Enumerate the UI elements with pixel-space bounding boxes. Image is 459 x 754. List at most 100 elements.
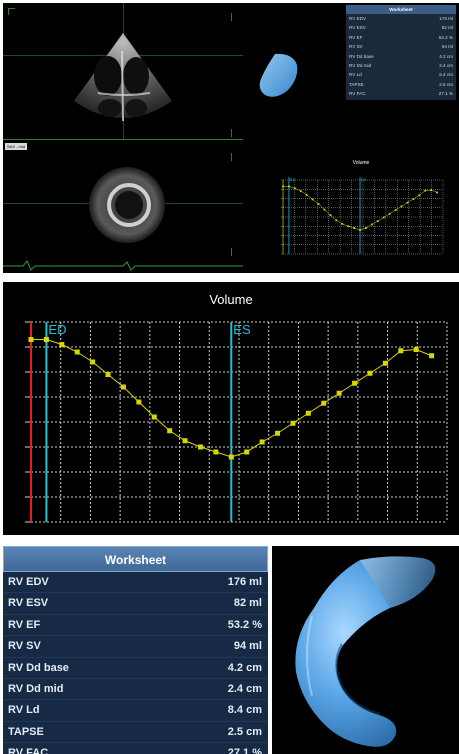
- apical-4-chamber-view[interactable]: [68, 31, 178, 131]
- data-point[interactable]: [299, 190, 302, 192]
- worksheet-row: RV SV 94 ml: [346, 42, 456, 51]
- worksheet-row-label: RV Ld: [8, 704, 40, 717]
- data-point[interactable]: [347, 225, 350, 228]
- data-point[interactable]: [359, 229, 361, 231]
- data-point[interactable]: [59, 342, 65, 347]
- worksheet-rows: RV EDV 176 ml RV ESV 82 ml RV EF 53.2 % RV SV 9…: [3, 572, 268, 754]
- data-point[interactable]: [136, 399, 142, 405]
- volume-chart-panel: Volume ED ES: [3, 282, 459, 535]
- data-point[interactable]: [353, 227, 356, 229]
- data-point[interactable]: [90, 359, 96, 365]
- data-point[interactable]: [259, 439, 265, 445]
- worksheet-row-value: 8.4 cm: [227, 704, 262, 717]
- data-point[interactable]: [290, 420, 296, 426]
- volume-chart[interactable]: ED ES: [3, 282, 459, 535]
- data-point[interactable]: [305, 193, 308, 196]
- worksheet-row-label: RV SV: [8, 640, 41, 653]
- mini-3d-model[interactable]: [253, 51, 301, 101]
- data-point[interactable]: [28, 337, 34, 342]
- data-point[interactable]: [367, 370, 373, 376]
- worksheet-row-value: 8.4 cm: [439, 72, 453, 78]
- data-point[interactable]: [167, 428, 173, 434]
- data-point[interactable]: [321, 400, 327, 406]
- data-point[interactable]: [182, 438, 188, 444]
- worksheet-row-value: 82 ml: [233, 597, 262, 610]
- data-point[interactable]: [394, 209, 397, 211]
- mini-worksheet-title: Worksheet: [346, 5, 456, 14]
- data-point[interactable]: [370, 223, 373, 226]
- data-point[interactable]: [341, 223, 344, 225]
- data-point[interactable]: [329, 214, 332, 217]
- worksheet-row: RV EF 53.2 %: [346, 33, 456, 42]
- worksheet-row: RV Dd base 4.2 cm: [3, 658, 268, 679]
- worksheet-row-value: 94 ml: [233, 640, 262, 653]
- worksheet-row: RV EDV 176 ml: [346, 14, 456, 23]
- worksheet-row-label: RV EF: [349, 34, 363, 40]
- worksheet-row: RV ESV 82 ml: [3, 593, 268, 615]
- data-point[interactable]: [105, 372, 111, 377]
- data-point[interactable]: [382, 216, 385, 219]
- data-point[interactable]: [43, 337, 49, 342]
- overview-panel: SAX - mid Worksheet RV EDV 176 ml RV ESV 82…: [3, 3, 459, 273]
- data-point[interactable]: [335, 219, 338, 222]
- data-point[interactable]: [429, 353, 435, 359]
- data-point[interactable]: [293, 187, 296, 190]
- data-point[interactable]: [398, 348, 404, 354]
- mini-volume-chart[interactable]: ED ES: [273, 170, 449, 258]
- data-point[interactable]: [197, 444, 203, 450]
- data-point[interactable]: [151, 414, 157, 420]
- worksheet-row-label: RV ESV: [349, 25, 366, 31]
- data-point[interactable]: [336, 390, 342, 396]
- data-point[interactable]: [436, 191, 438, 194]
- data-point[interactable]: [74, 349, 80, 355]
- viewport-border: [231, 13, 232, 21]
- data-point[interactable]: [282, 185, 284, 188]
- data-point[interactable]: [120, 384, 126, 390]
- worksheet-row-label: RV Dd mid: [8, 682, 64, 695]
- worksheet-row: RV Dd mid 2.4 cm: [346, 61, 456, 70]
- data-point[interactable]: [352, 380, 358, 386]
- data-point[interactable]: [288, 185, 290, 188]
- worksheet-row-value: 94 ml: [441, 44, 453, 50]
- data-point[interactable]: [244, 449, 250, 455]
- worksheet-row: RV EF 53.2 %: [3, 615, 268, 637]
- worksheet-row-value: 82 ml: [441, 25, 453, 31]
- viewport-border: [231, 129, 232, 137]
- crosshair-line: [3, 139, 243, 140]
- short-axis-view[interactable]: [87, 165, 167, 245]
- data-point[interactable]: [376, 220, 379, 223]
- worksheet-title: Worksheet: [3, 546, 268, 572]
- data-point[interactable]: [228, 454, 234, 460]
- data-point[interactable]: [305, 410, 311, 416]
- viewport-border: [231, 248, 232, 256]
- marker-label-ed: ED: [48, 322, 66, 337]
- sax-mid-label: SAX - mid: [5, 143, 28, 150]
- worksheet-row-label: RV ESV: [8, 597, 49, 610]
- data-point[interactable]: [413, 347, 419, 352]
- worksheet-row-label: RV EF: [8, 618, 41, 631]
- chart-title: Volume: [209, 292, 253, 307]
- data-point[interactable]: [323, 208, 326, 211]
- viewport-border: [231, 153, 232, 161]
- worksheet-row-value: 176 ml: [439, 16, 453, 21]
- data-point[interactable]: [317, 203, 320, 205]
- data-point[interactable]: [365, 227, 367, 229]
- data-point[interactable]: [406, 201, 409, 204]
- rv-3d-model[interactable]: [272, 546, 459, 754]
- data-point[interactable]: [400, 205, 403, 208]
- data-point[interactable]: [424, 189, 427, 192]
- worksheet-row: RV Dd mid 2.4 cm: [3, 679, 268, 701]
- data-point[interactable]: [412, 198, 415, 200]
- data-point[interactable]: [388, 212, 391, 215]
- data-point[interactable]: [382, 360, 388, 366]
- data-point[interactable]: [430, 189, 433, 192]
- data-point[interactable]: [418, 194, 421, 197]
- data-point[interactable]: [275, 430, 281, 436]
- worksheet-row-label: RV EDV: [8, 576, 49, 588]
- worksheet-row-value: 27.1 %: [227, 747, 262, 754]
- data-point[interactable]: [311, 198, 314, 201]
- marker-label-ed: ED: [290, 177, 296, 182]
- data-point[interactable]: [213, 449, 219, 455]
- worksheet-row: RV FAC 27.1 %: [346, 89, 456, 98]
- worksheet-row-value: 4.2 cm: [227, 661, 262, 674]
